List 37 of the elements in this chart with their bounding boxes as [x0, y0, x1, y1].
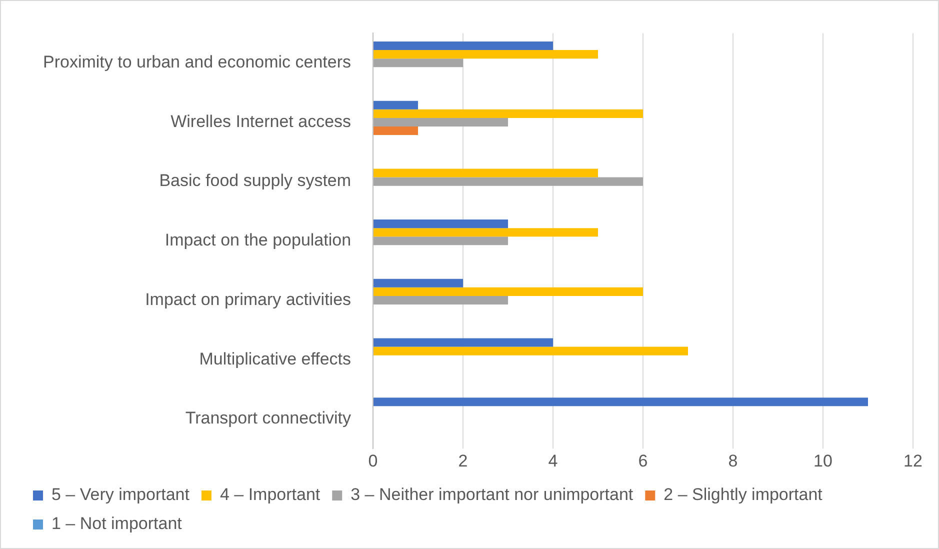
- bar: [374, 126, 418, 136]
- legend-label: 4 – Important: [220, 485, 320, 504]
- bar: [374, 100, 418, 110]
- legend-label: 5 – Very important: [52, 485, 190, 504]
- y-tick-label: Proximity to urban and economic centers: [42, 52, 352, 72]
- bar: [374, 109, 644, 118]
- bar: [374, 346, 688, 356]
- bar: [374, 50, 598, 59]
- bar: [374, 236, 508, 246]
- bar: [374, 58, 464, 68]
- x-tick-label: 6: [638, 451, 648, 470]
- bar: [374, 42, 554, 50]
- y-tick-label: Impact on the population: [164, 230, 352, 250]
- bar: [374, 278, 464, 288]
- bar: [374, 287, 644, 296]
- x-tick-label: 8: [728, 451, 738, 470]
- legend-label: 2 – Slightly important: [664, 485, 823, 504]
- bar: [374, 398, 868, 406]
- bar: [374, 220, 508, 228]
- bar: [374, 228, 598, 237]
- x-tick-label: 2: [458, 451, 468, 470]
- legend-label: 1 – Not important: [52, 514, 182, 534]
- bar: [374, 118, 508, 126]
- bar: [374, 168, 598, 178]
- legend-label: 3 – Neither important nor unimportant: [350, 485, 634, 504]
- y-tick-label: Basic food supply system: [159, 171, 352, 190]
- bar: [374, 338, 554, 347]
- bar: [374, 296, 508, 305]
- x-tick-label: 10: [814, 451, 832, 470]
- x-tick-label: 12: [904, 451, 922, 470]
- bar: [374, 177, 644, 186]
- x-tick-label: 0: [368, 451, 378, 470]
- x-tick-label: 4: [548, 451, 558, 470]
- y-tick-label: Multiplicative effects: [199, 349, 352, 368]
- y-tick-label: Transport connectivity: [185, 408, 352, 428]
- y-tick-label: Wirelles Internet access: [170, 112, 352, 131]
- y-tick-label: Impact on primary activities: [145, 290, 352, 309]
